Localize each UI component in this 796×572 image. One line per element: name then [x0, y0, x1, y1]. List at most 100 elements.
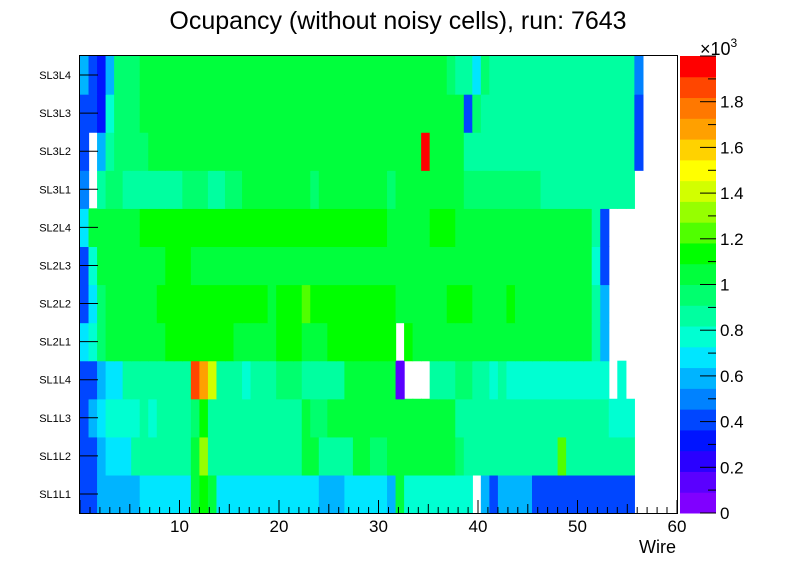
y-tick-label: SL2L1 — [39, 337, 71, 349]
heatmap-cell — [259, 436, 269, 476]
heatmap-cell — [173, 360, 183, 400]
heatmap-cell — [617, 360, 627, 400]
heatmap-cell — [105, 360, 115, 400]
heatmap-cell — [114, 398, 124, 438]
heatmap-cell — [114, 360, 124, 400]
palette-band — [680, 76, 716, 99]
heatmap-cell — [131, 474, 141, 514]
heatmap-cell — [446, 474, 456, 514]
heatmap-cell — [284, 284, 294, 324]
heatmap-cell — [139, 94, 149, 133]
heatmap-cell — [318, 246, 328, 286]
heatmap-cell — [301, 398, 311, 438]
heatmap-cell — [344, 132, 354, 171]
heatmap-cell — [378, 322, 388, 362]
heatmap-cell — [199, 360, 209, 400]
heatmap-cell — [216, 170, 226, 209]
heatmap-cell — [284, 360, 294, 400]
heatmap-cell — [190, 56, 200, 95]
heatmap-cell — [387, 170, 397, 209]
heatmap-cell — [566, 398, 576, 438]
heatmap-cell — [421, 322, 431, 362]
heatmap-cell — [335, 132, 345, 171]
heatmap-cell — [480, 398, 490, 438]
heatmap-cell — [395, 436, 405, 476]
heatmap-cell — [122, 284, 132, 324]
heatmap-cell — [259, 132, 269, 171]
heatmap-cell — [506, 474, 516, 514]
heatmap-cell — [404, 474, 414, 514]
heatmap-cell — [523, 360, 533, 400]
heatmap-cell — [557, 170, 567, 209]
heatmap-cell — [429, 436, 439, 476]
heatmap-cell — [199, 322, 209, 362]
y-tick-label: SL2L2 — [39, 299, 71, 311]
heatmap-cell — [267, 322, 277, 362]
heatmap-cell — [207, 170, 218, 209]
heatmap-cell — [480, 132, 490, 171]
heatmap-cell — [540, 360, 550, 400]
heatmap-cell — [318, 56, 328, 95]
heatmap-cell — [250, 474, 260, 514]
heatmap-cell — [583, 56, 593, 95]
heatmap-cell — [438, 360, 448, 400]
heatmap-cell — [199, 284, 209, 324]
heatmap-cell — [523, 246, 533, 286]
z-multiplier-base: ×10 — [700, 39, 731, 59]
palette-band — [680, 450, 716, 472]
heatmap-cell — [506, 208, 516, 248]
heatmap-cell — [557, 398, 567, 438]
heatmap-cell — [122, 208, 132, 248]
heatmap-cell — [429, 398, 439, 438]
heatmap-cell — [182, 284, 192, 324]
heatmap-cell — [369, 132, 380, 171]
heatmap-cell — [574, 208, 584, 248]
heatmap-cell — [318, 208, 328, 248]
heatmap-cell — [259, 284, 269, 324]
heatmap-cell — [361, 132, 371, 171]
heatmap-cell — [463, 284, 473, 324]
heatmap-cell — [284, 170, 294, 209]
heatmap-cell — [387, 208, 397, 248]
palette-band — [680, 388, 716, 410]
heatmap-cell — [173, 208, 183, 248]
heatmap-cell — [122, 56, 132, 95]
z-tick-label: 0.6 — [720, 367, 744, 386]
heatmap-cell — [250, 398, 260, 438]
x-tick-label: 50 — [568, 517, 587, 536]
y-tick-label: SL1L1 — [39, 489, 71, 501]
heatmap-cell — [165, 208, 175, 248]
heatmap-cell — [284, 94, 294, 133]
heatmap-cell — [566, 436, 576, 476]
heatmap-cell — [97, 398, 107, 438]
heatmap-cell — [625, 474, 635, 514]
heatmap-cell — [361, 56, 371, 95]
heatmap-cell — [514, 208, 525, 248]
heatmap-cell — [139, 474, 149, 514]
heatmap-cell — [327, 56, 337, 95]
heatmap-cell — [438, 94, 448, 133]
heatmap-cell — [549, 360, 559, 400]
heatmap-cell — [105, 322, 115, 362]
palette-band — [680, 284, 716, 306]
heatmap-cell — [284, 322, 294, 362]
heatmap-cell — [216, 132, 226, 171]
heatmap-cell — [335, 208, 345, 248]
heatmap-cell — [131, 170, 141, 209]
heatmap-cell — [497, 436, 508, 476]
heatmap-cell — [224, 436, 235, 476]
heatmap-cell — [250, 436, 260, 476]
heatmap-cell — [114, 132, 124, 171]
heatmap-cell — [190, 94, 200, 133]
y-axis: SL1L1 SL1L2 SL1L3 SL1L4 SL2L1 SL2L2 SL2L3 SL2L4… — [39, 70, 98, 501]
heatmap-cell — [523, 170, 533, 209]
heatmap-cell — [114, 436, 124, 476]
heatmap-cell — [344, 398, 354, 438]
heatmap-cell — [190, 208, 200, 248]
heatmap-cell — [293, 474, 303, 514]
heatmap-cell — [549, 284, 559, 324]
heatmap-cell — [216, 246, 226, 286]
heatmap-cell — [404, 132, 414, 171]
heatmap-cell — [301, 208, 311, 248]
heatmap-cell — [369, 322, 380, 362]
